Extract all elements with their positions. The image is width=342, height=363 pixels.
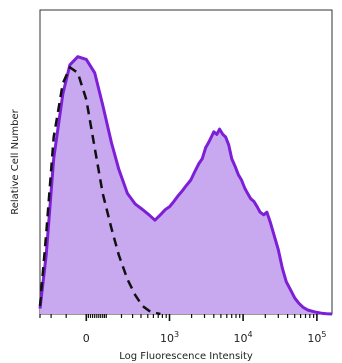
x-axis-title: Log Fluorescence Intensity	[119, 351, 253, 362]
x-tick-label-base: 10	[307, 332, 321, 345]
x-tick-label-base: 10	[160, 332, 174, 345]
y-axis-title: Relative Cell Number	[10, 108, 21, 214]
x-tick-label-exponent: 4	[248, 330, 253, 339]
x-tick-label-base: 10	[234, 332, 248, 345]
x-tick-label-2: 104	[234, 330, 253, 345]
x-tick-label-1: 103	[160, 330, 179, 345]
x-tick-label-3: 105	[307, 330, 326, 345]
x-tick-label-base: 0	[83, 332, 90, 345]
series-layer	[40, 57, 332, 314]
x-tick-label-0: 0	[83, 332, 90, 345]
x-axis-ticks	[40, 314, 317, 321]
x-axis-tick-labels: 0 103 104 105	[83, 330, 327, 345]
x-tick-label-exponent: 5	[321, 330, 326, 339]
x-tick-label-exponent: 3	[174, 330, 179, 339]
